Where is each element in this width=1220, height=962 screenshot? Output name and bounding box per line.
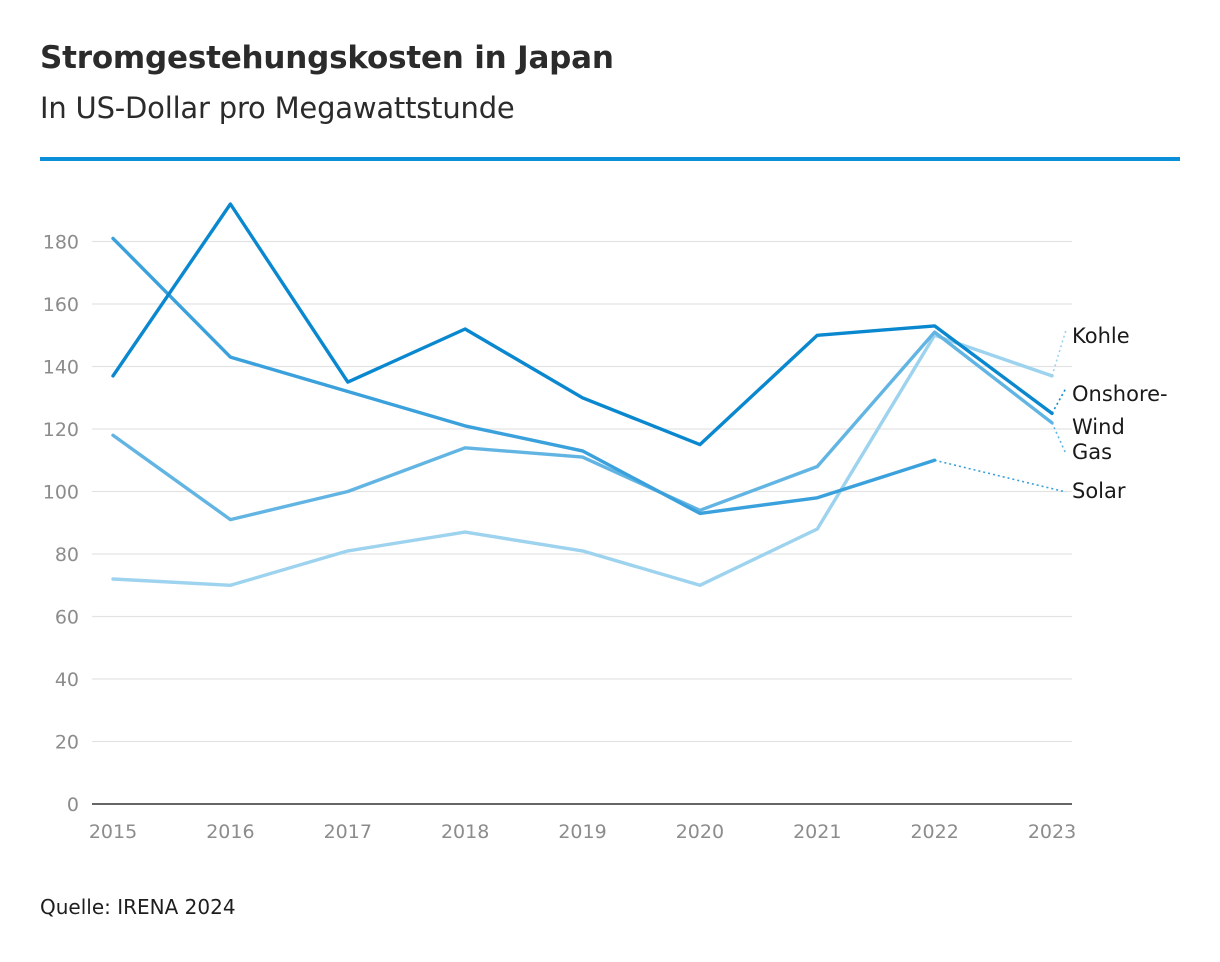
connector-solar [934,459,1067,493]
connector-onshore-wind [1051,387,1067,414]
series-line-onshore-wind [111,202,1054,447]
x-tick-label-2022: 2022 [910,821,958,843]
x-tick-label-2023: 2023 [1028,821,1076,843]
y-axis-tick-labels: 0 20 40 60 80 100 120 140 160 180 [43,232,79,817]
y-tick-label-180: 180 [43,232,79,254]
series-label-onshore-wind: Onshore-Wind [1072,382,1168,439]
connector-gas [1051,422,1067,455]
y-tick-label-140: 140 [43,357,79,379]
series-label-kohle: Kohle [1072,324,1130,348]
y-tick-label-80: 80 [55,544,79,566]
connector-kohle [1051,329,1067,377]
x-tick-label-2021: 2021 [793,821,841,843]
x-tick-label-2017: 2017 [324,821,372,843]
y-tick-label-60: 60 [55,607,79,629]
y-tick-label-20: 20 [55,732,79,754]
y-tick-label-160: 160 [43,294,79,316]
x-axis-tick-labels: 2015 2016 2017 2018 2019 2020 2021 2022 2023 [89,821,1076,843]
series-label-solar: Solar [1072,479,1126,503]
title-rule [40,157,1180,161]
x-tick-label-2016: 2016 [206,821,254,843]
gridlines [92,240,1072,743]
x-tick-label-2020: 2020 [676,821,724,843]
x-tick-label-2019: 2019 [558,821,606,843]
y-tick-label-40: 40 [55,669,79,691]
y-tick-label-120: 120 [43,419,79,441]
series-line-gas [111,330,1054,522]
x-tick-label-2015: 2015 [89,821,137,843]
chart-title: Stromgestehungskosten in Japan [40,40,614,76]
series-line-kohle [111,333,1054,587]
source-note: Quelle: IRENA 2024 [40,895,236,919]
series-label-gas: Gas [1072,440,1112,464]
chart-subtitle: In US-Dollar pro Megawattstunde [40,91,515,125]
series-lines [111,202,1054,587]
y-tick-label-0: 0 [67,794,79,816]
label-connectors [934,329,1067,493]
series-line-solar [111,236,937,516]
x-tick-label-2018: 2018 [441,821,489,843]
y-tick-label-100: 100 [43,482,79,504]
